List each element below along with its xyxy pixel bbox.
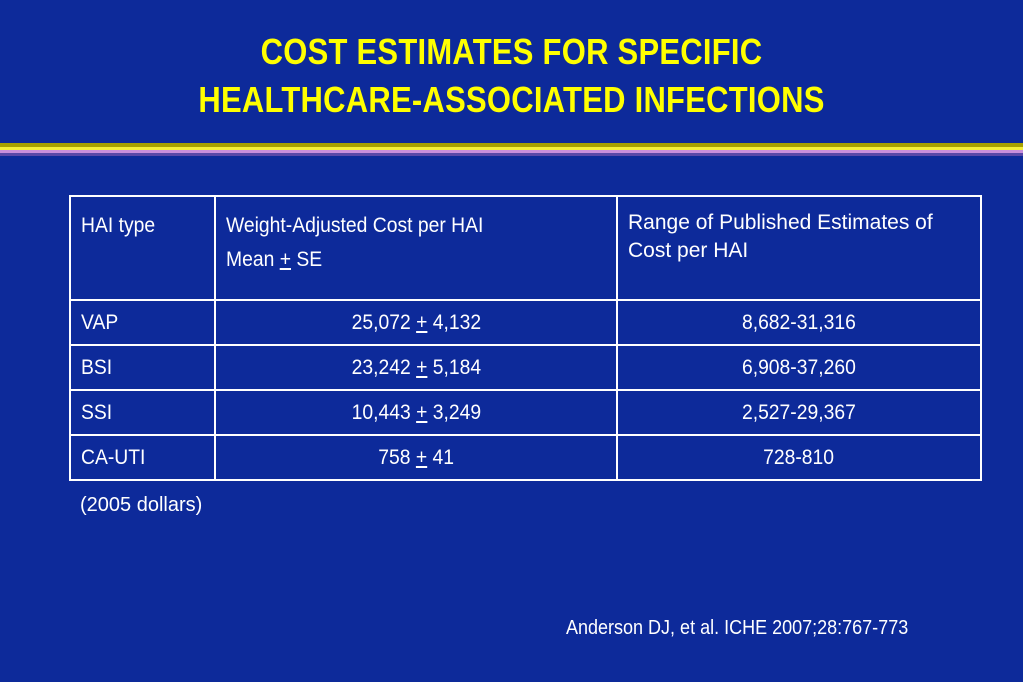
header-cost-line-2: Mean + SE xyxy=(226,248,323,271)
divider-stripe-pink xyxy=(0,150,1023,153)
table-row: BSI 23,242 + 5,184 6,908-37,260 xyxy=(69,344,982,391)
header-hai-type: HAI type xyxy=(69,195,216,301)
table-row: VAP 25,072 + 4,132 8,682-31,316 xyxy=(69,299,982,346)
table-row: CA-UTI 758 + 41 728-810 xyxy=(69,434,982,481)
slide-title: COST ESTIMATES FOR SPECIFIC HEALTHCARE-A… xyxy=(72,28,952,124)
cell-hai-type: SSI xyxy=(69,389,216,436)
title-divider xyxy=(0,143,1023,156)
title-line-2: HEALTHCARE-ASSOCIATED INFECTIONS xyxy=(198,79,825,120)
plus-minus-symbol: + xyxy=(415,445,428,469)
header-cost-line-1: Weight-Adjusted Cost per HAI xyxy=(226,214,484,237)
plus-minus-symbol: + xyxy=(415,400,428,424)
title-line-1: COST ESTIMATES FOR SPECIFIC xyxy=(260,31,763,72)
plus-minus-symbol: + xyxy=(279,248,291,271)
cell-mean-se: 23,242 + 5,184 xyxy=(214,344,618,391)
cell-range: 6,908-37,260 xyxy=(616,344,982,391)
citation: Anderson DJ, et al. ICHE 2007;28:767-773 xyxy=(566,617,909,639)
cell-hai-type: CA-UTI xyxy=(69,434,216,481)
cost-estimates-table: HAI type Weight-Adjusted Cost per HAI Me… xyxy=(69,195,982,481)
header-published-range: Range of Published Estimates of Cost per… xyxy=(616,195,982,301)
currency-note: (2005 dollars) xyxy=(80,494,203,516)
cell-range: 8,682-31,316 xyxy=(616,299,982,346)
divider-stripe-yellow xyxy=(0,147,1023,150)
divider-stripe-purple xyxy=(0,153,1023,156)
plus-minus-symbol: + xyxy=(415,355,428,379)
cell-range: 2,527-29,367 xyxy=(616,389,982,436)
table-header-row: HAI type Weight-Adjusted Cost per HAI Me… xyxy=(69,195,982,301)
cell-mean-se: 758 + 41 xyxy=(214,434,618,481)
cell-range: 728-810 xyxy=(616,434,982,481)
plus-minus-symbol: + xyxy=(415,310,428,334)
cell-mean-se: 10,443 + 3,249 xyxy=(214,389,618,436)
cell-hai-type: VAP xyxy=(69,299,216,346)
cell-hai-type: BSI xyxy=(69,344,216,391)
table-row: SSI 10,443 + 3,249 2,527-29,367 xyxy=(69,389,982,436)
header-weight-adjusted-cost: Weight-Adjusted Cost per HAI Mean + SE xyxy=(214,195,618,301)
divider-stripe-olive xyxy=(0,143,1023,147)
cell-mean-se: 25,072 + 4,132 xyxy=(214,299,618,346)
